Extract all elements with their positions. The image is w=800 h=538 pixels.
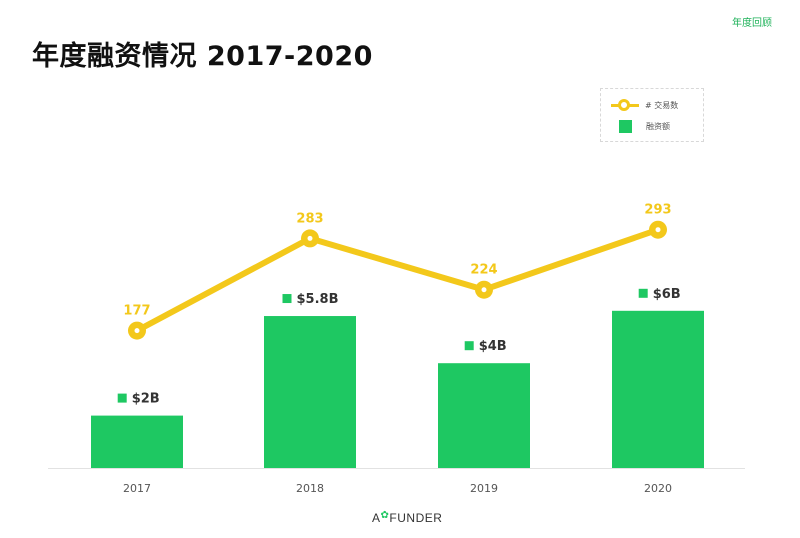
logo-text-funder: FUNDER <box>389 511 443 525</box>
deals-value-label-2020: 293 <box>644 203 671 218</box>
bar-2018 <box>264 316 356 468</box>
legend-label-deals: # 交易数 <box>645 100 679 110</box>
legend-label-funding: 融资额 <box>646 122 670 131</box>
deals-value-label-2017: 177 <box>123 304 150 319</box>
deals-value-label-2019: 224 <box>470 263 497 278</box>
agfunder-logo: A✿FUNDER <box>372 510 443 525</box>
x-tick-label-2019: 2019 <box>470 482 498 495</box>
chart-legend: # 交易数 融资额 <box>600 88 704 142</box>
deals-line <box>134 226 661 334</box>
bar-2019 <box>438 363 530 468</box>
page-title: 年度融资情况 2017-2020 <box>32 41 373 72</box>
bar-value-label-2017: $2B <box>132 392 160 407</box>
logo-text-a: A <box>372 511 381 525</box>
deals-point-center <box>134 328 140 334</box>
legend-bar-marker-icon <box>619 120 632 133</box>
bar-value-label-2020: $6B <box>653 287 681 302</box>
deals-point-center <box>655 227 661 233</box>
bar-label-marker-icon <box>464 341 474 351</box>
bar-value-label-2018: $5.8B <box>297 292 339 307</box>
deals-point-center <box>481 287 487 293</box>
legend-item-deals: # 交易数 <box>611 99 678 111</box>
bar-label-marker-icon <box>282 294 292 304</box>
x-tick-label-2017: 2017 <box>123 482 151 495</box>
legend-line-marker-icon <box>611 99 639 111</box>
x-tick-label-2018: 2018 <box>296 482 324 495</box>
bar-label-marker-icon <box>638 288 648 298</box>
deals-point-center <box>307 235 313 241</box>
bar-2017 <box>91 415 183 468</box>
bar-2020 <box>612 310 704 468</box>
section-tag: 年度回顾 <box>732 18 772 29</box>
bar-value-label-2019: $4B <box>479 339 507 354</box>
legend-item-funding: 融资额 <box>611 120 670 133</box>
bar-label-marker-icon <box>117 393 127 403</box>
leaf-icon: ✿ <box>380 510 390 521</box>
x-tick-label-2020: 2020 <box>644 482 672 495</box>
deals-value-label-2018: 283 <box>296 211 323 226</box>
